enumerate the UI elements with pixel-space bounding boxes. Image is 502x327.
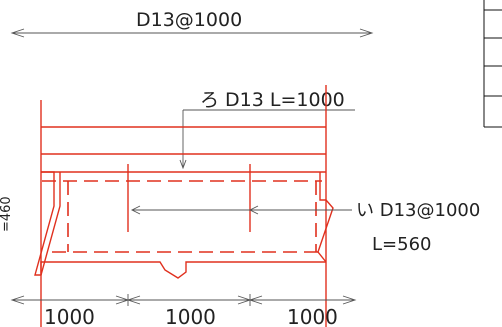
schedule-table bbox=[483, 0, 502, 128]
section-outline bbox=[34, 171, 334, 279]
bottom-dimension-line bbox=[10, 294, 357, 306]
vertical-rebars bbox=[127, 164, 251, 232]
top-slab bbox=[41, 126, 326, 173]
top-dimension-line bbox=[10, 28, 374, 38]
rebar-i-label-2: L=560 bbox=[372, 234, 431, 255]
top-dimension-label: D13@1000 bbox=[136, 9, 242, 31]
rebar-i-label-1: い D13@1000 bbox=[356, 200, 480, 221]
bottom-dim-3: 1000 bbox=[287, 305, 338, 327]
bottom-dim-1: 1000 bbox=[44, 305, 95, 327]
leader-i bbox=[130, 205, 352, 215]
rebar-ro-label: ろ D13 L=1000 bbox=[200, 89, 345, 111]
rebar-dashed-outline bbox=[42, 180, 322, 253]
left-dimension-label: =460 bbox=[0, 196, 14, 232]
bottom-dim-2: 1000 bbox=[165, 305, 216, 327]
leader-ro bbox=[179, 109, 355, 170]
